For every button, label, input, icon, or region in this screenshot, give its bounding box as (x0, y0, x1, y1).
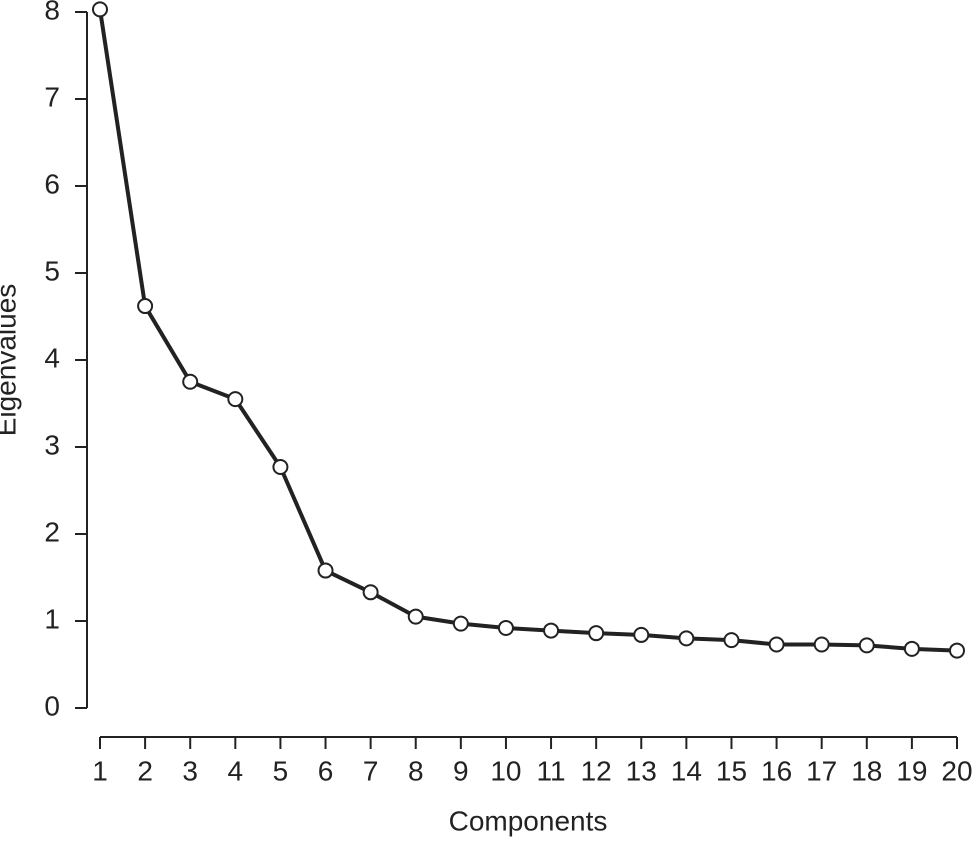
series-line (98, 9, 958, 653)
x-tick-label: 8 (408, 755, 424, 786)
x-tick-label: 9 (453, 755, 469, 786)
x-tick-label: 1 (92, 755, 108, 786)
y-tick-label: 1 (44, 603, 60, 634)
x-tick-label: 17 (806, 755, 837, 786)
y-tick-label: 4 (44, 342, 60, 373)
point (137, 298, 154, 315)
x-tick-label: 11 (537, 755, 566, 786)
point (678, 630, 695, 647)
point (723, 632, 740, 649)
x-tick-label: 4 (228, 755, 244, 786)
x-tick-label: 20 (941, 755, 972, 786)
point (543, 622, 560, 639)
point (407, 608, 424, 625)
point (317, 562, 334, 579)
point (949, 642, 965, 659)
y-axis-label: Eigenvalues (0, 284, 21, 437)
x-tick-label: 19 (896, 755, 927, 786)
y-tick-label: 0 (44, 690, 60, 721)
x-axis-label: Components (449, 805, 608, 836)
x-tick-label: 6 (318, 755, 334, 786)
y-tick-label: 2 (44, 516, 60, 547)
x-tick-label: 18 (851, 755, 882, 786)
point (362, 584, 379, 601)
y-tick-label: 6 (44, 168, 60, 199)
x-tick-label: 16 (761, 755, 792, 786)
point (858, 637, 875, 654)
point (768, 636, 785, 653)
point (903, 640, 920, 657)
y-tick-label: 7 (44, 81, 60, 112)
x-tick-label: 5 (273, 755, 289, 786)
y-tick-label: 5 (44, 255, 60, 286)
x-tick-label: 10 (490, 755, 521, 786)
point (227, 391, 244, 408)
point (588, 625, 605, 642)
x-tick-label: 12 (581, 755, 612, 786)
x-tick-label: 13 (626, 755, 657, 786)
x-tick-label: 3 (182, 755, 198, 786)
point (272, 459, 289, 476)
y-tick-label: 3 (44, 429, 60, 460)
x-tick-label: 7 (363, 755, 379, 786)
y-tick-label: 8 (44, 0, 60, 25)
point (452, 615, 469, 632)
point (182, 373, 199, 390)
x-tick-label: 2 (137, 755, 153, 786)
point (92, 1, 108, 18)
point (813, 636, 830, 653)
x-tick-label: 14 (671, 755, 702, 786)
x-tick-label: 15 (716, 755, 747, 786)
point (633, 626, 650, 643)
point (497, 619, 514, 636)
